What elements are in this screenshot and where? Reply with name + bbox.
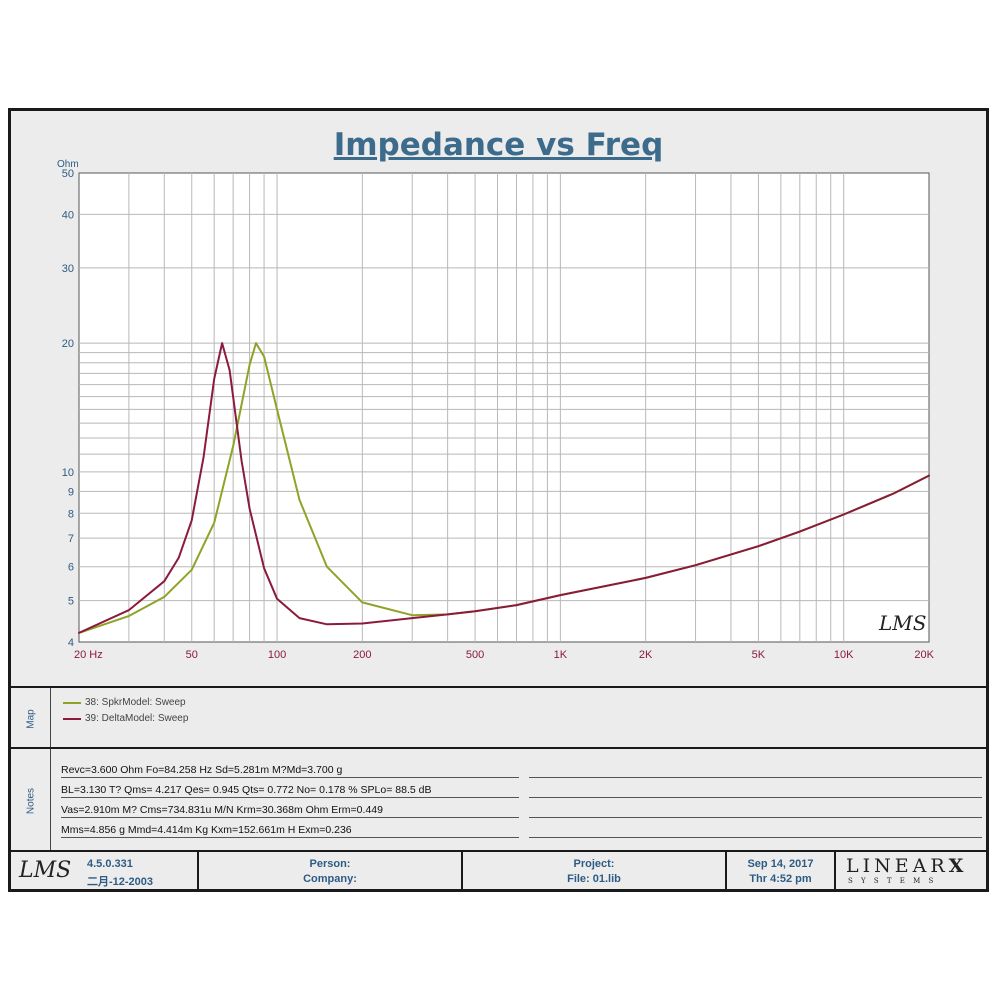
legend-label-deltamodel: 39: DeltaModel: Sweep xyxy=(85,713,189,724)
y-tick-label: 8 xyxy=(68,508,74,520)
y-tick-label: 5 xyxy=(68,596,74,608)
y-tick-label: 10 xyxy=(62,467,74,479)
y-tick-label: 20 xyxy=(62,338,74,350)
x-tick-label: 50 xyxy=(186,649,198,661)
legend-item-spkrmodel: 38: SpkrModel: Sweep xyxy=(63,697,186,708)
series-line-2 xyxy=(78,342,930,634)
y-tick-label: 50 xyxy=(62,168,74,180)
notes-side-label: Notes xyxy=(11,749,51,852)
note-line-3: Vas=2.910m M? Cms=734.831u M/N Krm=30.36… xyxy=(61,803,519,818)
legend-label-spkrmodel: 38: SpkrModel: Sweep xyxy=(85,697,186,708)
x-tick-label: 500 xyxy=(466,649,484,661)
legend-item-deltamodel: 39: DeltaModel: Sweep xyxy=(63,713,188,724)
note-blank-3 xyxy=(529,803,982,818)
file-label: File: 01.lib xyxy=(567,873,621,885)
plot-area xyxy=(78,172,930,643)
x-tick-label: 100 xyxy=(268,649,286,661)
x-tick-label: 10K xyxy=(834,649,854,661)
x-tick-label: 5K xyxy=(752,649,766,661)
note-line-2: BL=3.130 T? Qms= 4.217 Qes= 0.945 Qts= 0… xyxy=(61,783,519,798)
version-text: 4.5.0.331 xyxy=(87,858,133,870)
brand-sub-text: S Y S T E M S xyxy=(848,877,937,885)
legend-swatch-deltamodel xyxy=(63,717,81,720)
note-blank-1 xyxy=(529,763,982,778)
footer-cell-version: LMS 4.5.0.331 二月-12-2003 xyxy=(11,852,199,891)
x-tick-label: 200 xyxy=(353,649,371,661)
brand-text: LINEAR xyxy=(846,855,949,877)
report-frame: Impedance vs Freq 4 5 6 7 8 9 10 20 30 40 50 Ohm 20 … xyxy=(8,108,989,892)
y-tick-label: 6 xyxy=(68,562,74,574)
legend-swatch-spkrmodel xyxy=(63,701,81,704)
note-blank-4 xyxy=(529,823,982,838)
x-tick-label: 20K xyxy=(914,649,934,661)
y-axis-unit-label: Ohm xyxy=(57,159,79,170)
y-tick-label: 40 xyxy=(62,209,74,221)
x-tick-label: 1K xyxy=(554,649,568,661)
x-tick-label: 2K xyxy=(639,649,653,661)
y-tick-label: 9 xyxy=(68,486,74,498)
x-tick-label: 20 Hz xyxy=(74,649,103,661)
notes-band: Notes Revc=3.600 Ohm Fo=84.258 Hz Sd=5.2… xyxy=(11,747,986,852)
company-label: Company: xyxy=(303,873,357,885)
y-tick-label: 4 xyxy=(68,637,74,649)
notes-label: Notes xyxy=(25,787,36,814)
y-tick-label: 7 xyxy=(68,533,74,545)
build-date-text: 二月-12-2003 xyxy=(87,876,154,888)
linearx-logo: LINEARX S Y S T E M S xyxy=(836,852,986,891)
project-label: Project: xyxy=(573,858,615,870)
note-blank-2 xyxy=(529,783,982,798)
note-line-1: Revc=3.600 Ohm Fo=84.258 Hz Sd=5.281m M?… xyxy=(61,763,519,778)
legend-side-label: Map xyxy=(11,688,51,749)
lms-logo: LMS xyxy=(19,858,72,883)
y-tick-label: 30 xyxy=(62,263,74,275)
legend-band: Map 38: SpkrModel: Sweep 39: DeltaModel:… xyxy=(11,686,986,749)
date-text: Sep 14, 2017 xyxy=(747,858,814,870)
footer-cell-person: Person: Company: xyxy=(199,852,463,891)
time-text: Thr 4:52 pm xyxy=(749,873,812,885)
footer-cell-date: Sep 14, 2017 Thr 4:52 pm xyxy=(727,852,836,891)
footer-cell-project: Project: File: 01.lib xyxy=(463,852,727,891)
chart-title: Impedance vs Freq xyxy=(333,127,664,163)
person-label: Person: xyxy=(309,858,351,870)
lms-watermark: LMS xyxy=(878,611,926,635)
brand-x: X xyxy=(948,855,968,877)
note-line-4: Mms=4.856 g Mmd=4.414m Kg Kxm=152.661m H… xyxy=(61,823,519,838)
map-label: Map xyxy=(25,708,36,729)
footer-band: LMS 4.5.0.331 二月-12-2003 Person: Company… xyxy=(11,850,986,891)
